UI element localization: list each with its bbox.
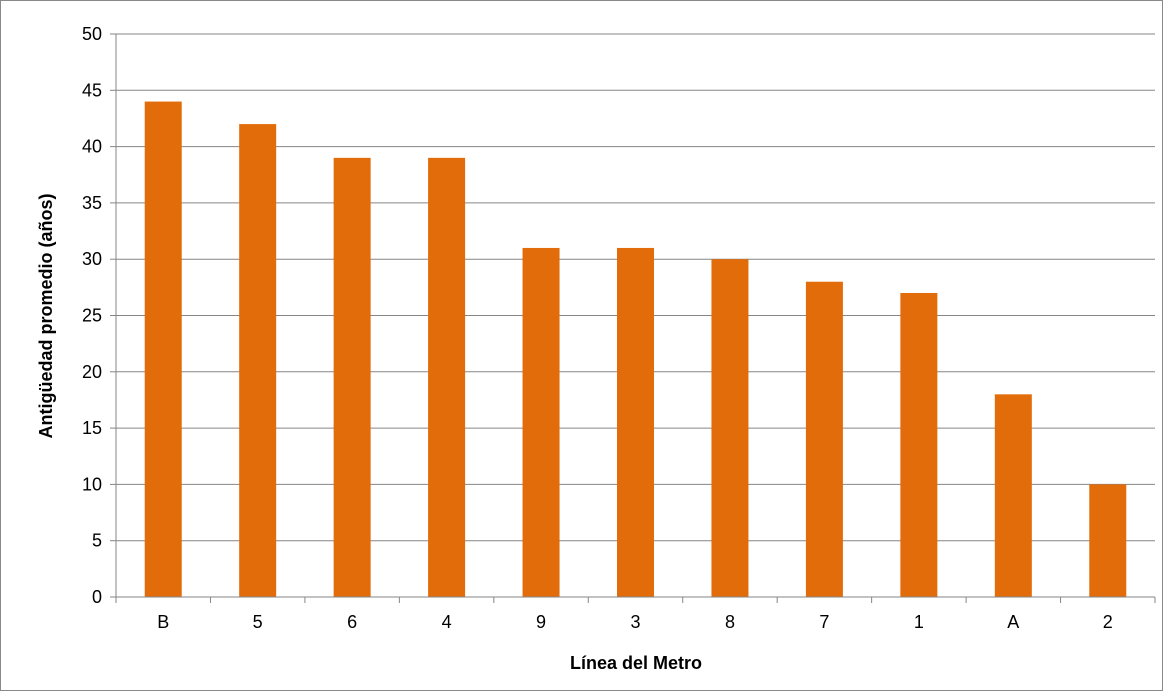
bar-1 xyxy=(900,292,938,597)
x-tick-label-2: 2 xyxy=(1103,612,1113,632)
bar-9 xyxy=(522,247,560,597)
bar-8 xyxy=(711,259,749,597)
y-tick-label-5: 5 xyxy=(92,531,102,551)
x-tick-label-9: 9 xyxy=(536,612,546,632)
y-tick-labels: 0 5 10 15 20 25 30 35 40 45 50 xyxy=(82,24,102,607)
x-tick-label-A: A xyxy=(1007,612,1019,632)
gridlines xyxy=(116,33,1155,542)
bar-6 xyxy=(333,157,371,598)
y-tick-label-0: 0 xyxy=(92,587,102,607)
axes xyxy=(110,33,1156,603)
bar-5 xyxy=(239,124,277,597)
bar-B xyxy=(144,101,182,597)
y-tick-label-15: 15 xyxy=(82,418,102,438)
x-tick-label-B: B xyxy=(157,612,169,632)
x-tick-label-7: 7 xyxy=(819,612,829,632)
x-tick-label-4: 4 xyxy=(442,612,452,632)
bar-4 xyxy=(428,157,466,598)
x-tick-label-8: 8 xyxy=(725,612,735,632)
y-tick-label-45: 45 xyxy=(82,80,102,100)
x-tick-label-1: 1 xyxy=(914,612,924,632)
x-tick-label-5: 5 xyxy=(253,612,263,632)
y-tick-label-35: 35 xyxy=(82,193,102,213)
y-tick-label-20: 20 xyxy=(82,362,102,382)
bar-A xyxy=(994,394,1032,597)
y-tick-label-40: 40 xyxy=(82,137,102,157)
x-tick-label-6: 6 xyxy=(347,612,357,632)
x-axis-title: Línea del Metro xyxy=(570,653,702,673)
bar-3 xyxy=(617,247,654,597)
y-tick-label-10: 10 xyxy=(82,474,102,494)
bar-7 xyxy=(805,281,843,597)
x-tick-labels: B 5 6 4 9 3 8 7 1 A 2 xyxy=(157,612,1113,632)
y-tick-label-30: 30 xyxy=(82,249,102,269)
y-axis-title: Antigüedad promedio (años) xyxy=(36,193,56,438)
bars xyxy=(144,101,1127,598)
y-tick-label-25: 25 xyxy=(82,306,102,326)
bar-2 xyxy=(1089,484,1127,597)
y-tick-label-50: 50 xyxy=(82,24,102,44)
x-tick-label-3: 3 xyxy=(630,612,640,632)
